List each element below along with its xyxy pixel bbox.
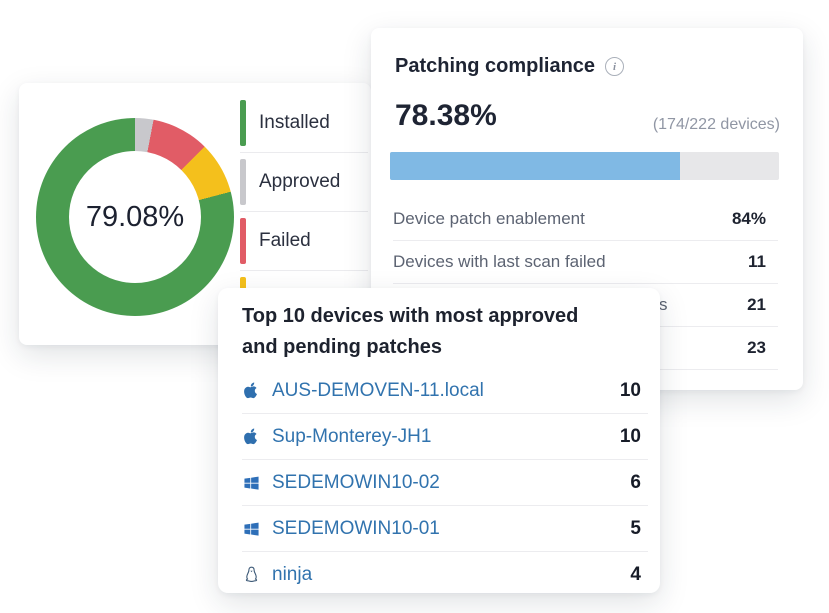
metric-value: 11 xyxy=(748,252,766,271)
legend-color-approved xyxy=(240,159,246,205)
device-count: 6 xyxy=(630,471,641,493)
legend-color-failed xyxy=(240,218,246,264)
apple-icon xyxy=(242,428,260,445)
metric-value: 84% xyxy=(731,209,766,228)
legend-item-installed: Installed xyxy=(240,94,368,153)
top-devices-card: Top 10 devices with most approved and pe… xyxy=(218,288,660,593)
metric-row: Device patch enablement 84% xyxy=(393,198,778,241)
device-row: AUS-DEMOVEN-11.local 10 xyxy=(242,368,648,414)
compliance-metrics: Device patch enablement 84% Devices with… xyxy=(393,198,778,370)
devices-ratio: (174/222 devices) xyxy=(652,116,780,133)
device-link[interactable]: Sup-Monterey-JH1 xyxy=(272,425,432,447)
device-row: SEDEMOWIN10-02 6 xyxy=(242,460,648,506)
metric-label-occluded: s xyxy=(659,295,668,314)
legend-item-approved: Approved xyxy=(240,153,368,212)
legend-label: Failed xyxy=(259,230,311,251)
progress-fill xyxy=(390,152,680,180)
windows-icon xyxy=(242,475,260,491)
card-title-line1: Top 10 devices with most approved xyxy=(242,305,579,327)
metric-value: 23 xyxy=(747,338,766,357)
windows-icon xyxy=(242,521,260,537)
apple-icon xyxy=(242,382,260,399)
device-row: SEDEMOWIN10-01 5 xyxy=(242,506,648,552)
device-link[interactable]: AUS-DEMOVEN-11.local xyxy=(272,379,484,401)
donut-legend: Installed Approved Failed xyxy=(240,94,368,329)
info-icon[interactable]: i xyxy=(605,57,625,76)
compliance-percent: 78.38% xyxy=(395,99,497,132)
card-title-line2: and pending patches xyxy=(242,336,443,358)
device-list: AUS-DEMOVEN-11.local 10 Sup-Monterey-JH1… xyxy=(242,368,648,597)
device-link[interactable]: SEDEMOWIN10-01 xyxy=(272,517,440,539)
card-title-row: Patching compliance i xyxy=(395,55,625,78)
device-link[interactable]: ninja xyxy=(272,563,313,585)
donut-center-label: 79.08% xyxy=(85,200,185,233)
legend-color-installed xyxy=(240,100,246,146)
donut-chart: 79.08% xyxy=(36,118,234,316)
device-row: ninja 4 xyxy=(242,552,648,597)
device-count: 10 xyxy=(619,379,641,401)
legend-label: Installed xyxy=(259,112,330,133)
device-count: 5 xyxy=(630,517,641,539)
legend-label: Approved xyxy=(259,171,341,192)
legend-item-failed: Failed xyxy=(240,212,368,271)
device-row: Sup-Monterey-JH1 10 xyxy=(242,414,648,460)
donut-hole: 79.08% xyxy=(69,151,201,283)
metric-value: 21 xyxy=(747,295,766,314)
card-title: Patching compliance xyxy=(395,55,596,77)
progress-bar xyxy=(390,152,779,180)
linux-icon xyxy=(242,566,260,583)
device-count: 10 xyxy=(619,425,641,447)
card-title: Top 10 devices with most approved and pe… xyxy=(242,301,578,363)
device-link[interactable]: SEDEMOWIN10-02 xyxy=(272,471,440,493)
metric-row: Devices with last scan failed 11 xyxy=(393,241,778,284)
device-count: 4 xyxy=(630,563,641,585)
patch-status-card: 79.08% Installed Approved Failed xyxy=(19,83,371,345)
metric-label: Device patch enablement xyxy=(393,209,585,228)
metric-label: Devices with last scan failed xyxy=(393,252,606,271)
